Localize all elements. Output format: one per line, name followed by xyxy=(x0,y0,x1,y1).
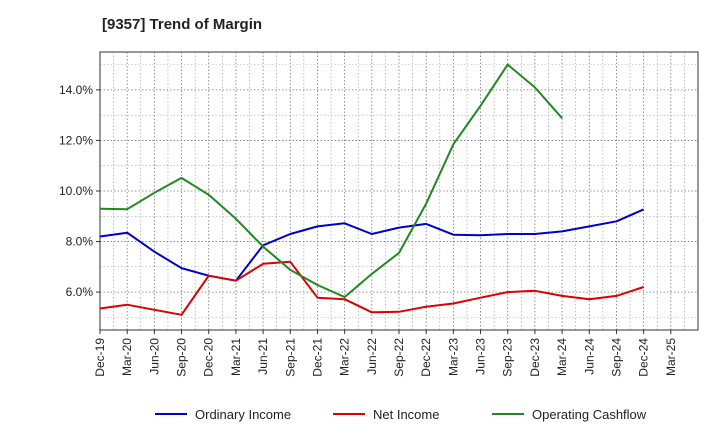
y-tick-label: 12.0% xyxy=(59,133,93,147)
x-tick-label: Sep-23 xyxy=(501,338,515,377)
x-tick-label: Mar-23 xyxy=(446,338,460,376)
x-tick-label: Dec-19 xyxy=(93,338,107,377)
legend-label-ordinary-income: Ordinary Income xyxy=(195,407,291,422)
chart-title: [9357] Trend of Margin xyxy=(102,16,263,33)
x-tick-label: Dec-24 xyxy=(637,338,651,377)
x-tick-label: Mar-20 xyxy=(120,338,134,376)
x-tick-label: Mar-22 xyxy=(338,338,352,376)
x-tick-label: Jun-22 xyxy=(365,338,379,375)
x-tick-label: Sep-21 xyxy=(283,338,297,377)
series-line-operating-cashflow xyxy=(99,63,563,299)
x-tick-label: Mar-21 xyxy=(229,338,243,376)
x-tick-label: Jun-24 xyxy=(582,338,596,375)
x-tick-label: Mar-24 xyxy=(555,338,569,376)
legend-label-operating-cashflow: Operating Cashflow xyxy=(532,407,647,422)
x-tick-label: Sep-20 xyxy=(175,338,189,377)
x-tick-label: Mar-25 xyxy=(664,338,678,376)
y-tick-label: 14.0% xyxy=(59,83,93,97)
x-tick-label: Dec-20 xyxy=(202,338,216,377)
x-tick-label: Dec-23 xyxy=(528,338,542,377)
y-tick-label: 6.0% xyxy=(66,285,94,299)
series-line-net-income xyxy=(99,260,644,316)
x-tick-label: Jun-23 xyxy=(474,338,488,375)
y-tick-label: 10.0% xyxy=(59,184,93,198)
x-tick-label: Jun-21 xyxy=(256,338,270,375)
x-tick-label: Dec-21 xyxy=(310,338,324,377)
series-line-ordinary-income xyxy=(99,208,645,282)
x-tick-label: Dec-22 xyxy=(419,338,433,377)
x-tick-label: Sep-22 xyxy=(392,338,406,377)
legend-label-net-income: Net Income xyxy=(373,407,439,422)
x-tick-label: Sep-24 xyxy=(609,338,623,377)
x-tick-label: Jun-20 xyxy=(147,338,161,375)
y-tick-label: 8.0% xyxy=(66,235,94,249)
